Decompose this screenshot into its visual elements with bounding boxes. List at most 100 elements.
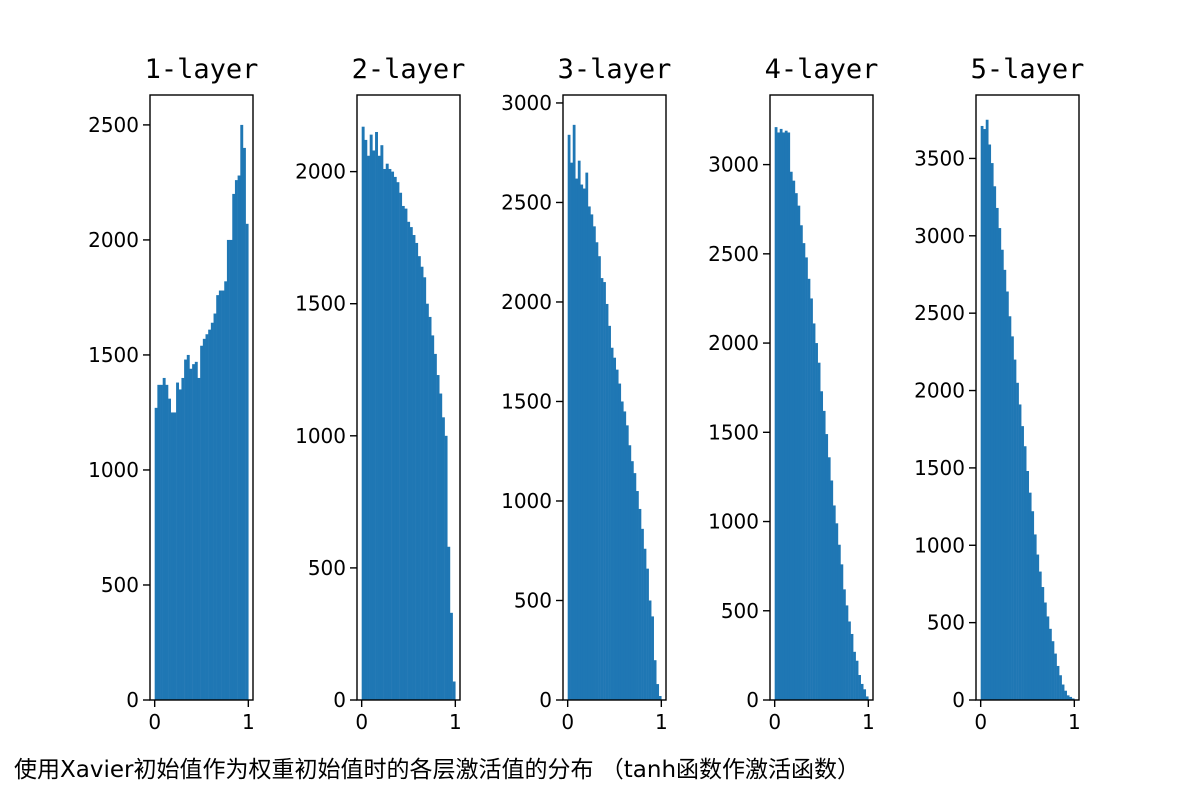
histogram-bar <box>850 633 854 700</box>
y-tick-label: 1000 <box>295 424 346 448</box>
x-tick-label: 0 <box>355 710 368 734</box>
histogram-bar <box>1066 695 1070 700</box>
y-tick-label: 3000 <box>914 224 965 248</box>
histogram-bar <box>628 445 632 700</box>
histogram-panel-4: 4-layer 0 500 1000 1500 2000 2500 3000 0 1 <box>708 54 878 734</box>
histogram-bar <box>585 172 589 701</box>
histogram-bar <box>1003 269 1007 700</box>
histogram-bar <box>575 178 579 701</box>
histogram-bar <box>1071 698 1075 700</box>
histogram-bar <box>242 147 246 700</box>
histogram-bar <box>1064 690 1067 700</box>
histogram-bar <box>605 303 609 700</box>
y-tick-label: 1500 <box>914 456 965 480</box>
y-tick-label: 2000 <box>295 160 346 184</box>
histogram-bar <box>620 401 624 700</box>
histogram-bar <box>372 150 376 700</box>
histogram-bar <box>610 347 614 700</box>
histogram-bar <box>205 334 209 700</box>
histogram-bar <box>170 412 174 700</box>
histogram-bar <box>641 528 644 700</box>
y-tick-label: 1500 <box>501 389 552 413</box>
y-tick-label: 0 <box>539 688 552 712</box>
histogram-bar <box>439 393 443 700</box>
histogram-bar <box>853 651 856 700</box>
histogram-bar <box>361 126 365 700</box>
histogram-bar <box>646 568 649 700</box>
histogram-bar <box>820 391 824 700</box>
histogram-bar <box>998 228 1002 700</box>
y-tick-label: 1500 <box>295 292 346 316</box>
histogram-bar <box>774 127 778 700</box>
histogram-bar <box>827 457 831 700</box>
histogram-bar <box>830 480 834 700</box>
histogram-bar <box>423 277 427 700</box>
histogram-bar <box>399 192 403 700</box>
histogram-bar <box>1033 534 1037 700</box>
y-tick-label: 1500 <box>88 343 139 367</box>
histogram-bar <box>572 124 576 700</box>
y-tick-label: 500 <box>101 573 139 597</box>
histogram-bar <box>162 377 166 700</box>
histogram-bar <box>805 257 808 700</box>
histogram-bar <box>993 186 997 700</box>
histogram-bar <box>858 675 861 700</box>
histogram-bar <box>449 612 453 700</box>
histogram-bar <box>995 207 999 700</box>
panel-title: 3-layer <box>558 54 672 85</box>
histogram-bar <box>441 417 445 700</box>
axes-frame <box>149 94 254 701</box>
histogram-bar <box>983 129 986 701</box>
histogram-panel-2: 2-layer 0 500 1000 1500 2000 0 1 <box>295 54 465 734</box>
histogram-bar <box>178 389 182 700</box>
histogram-bar <box>815 343 818 700</box>
histogram-bar <box>213 313 217 700</box>
histogram-bar <box>380 145 384 700</box>
histogram-bar <box>832 505 836 700</box>
histogram-bar <box>651 616 654 700</box>
histogram-bar <box>189 368 193 700</box>
histogram-bar <box>863 689 867 700</box>
histogram-bar <box>425 303 429 700</box>
histogram-bar <box>656 684 660 700</box>
histogram-bar <box>364 139 368 700</box>
histogram-bar <box>567 134 571 701</box>
histogram-bar <box>600 278 604 700</box>
histogram-bar <box>245 223 249 700</box>
histogram-bar <box>186 354 190 700</box>
histogram-bar <box>590 214 594 700</box>
histogram-bar <box>1013 359 1017 700</box>
histogram-bar <box>1043 602 1047 700</box>
histogram-bar <box>1005 291 1009 700</box>
histogram-bar <box>367 155 370 701</box>
histogram-bar <box>802 243 806 701</box>
histogram-bar <box>210 322 214 700</box>
y-tick-label: 1500 <box>708 420 759 444</box>
histogram-bar <box>1061 684 1065 700</box>
histogram-bar <box>1056 665 1060 700</box>
histogram-bar <box>570 162 573 700</box>
histogram-bar <box>388 168 392 700</box>
histogram-bar <box>160 384 163 700</box>
histogram-bar <box>444 435 448 700</box>
histogram-bar <box>452 681 456 700</box>
histogram-bar <box>608 325 611 700</box>
histogram-bar <box>447 546 451 700</box>
y-tick-label: 2000 <box>914 379 965 403</box>
panel-title: 5-layer <box>971 54 1085 85</box>
histogram-bar <box>812 323 816 700</box>
histogram-bar <box>369 134 373 701</box>
histogram-bar <box>404 208 408 701</box>
histogram-bar <box>618 383 622 700</box>
histogram-bar <box>173 412 177 700</box>
histogram-bar <box>224 281 228 700</box>
histogram-bar <box>221 290 225 700</box>
y-tick-label: 500 <box>308 556 346 580</box>
histogram-panel-1: 1-layer 0 500 1000 1500 2000 2500 0 1 <box>88 54 258 734</box>
histogram-bar <box>237 175 241 700</box>
histogram-bar <box>200 345 204 700</box>
y-tick-label: 2500 <box>708 242 759 266</box>
histogram-bar <box>777 132 780 700</box>
x-tick-label: 1 <box>449 710 462 734</box>
